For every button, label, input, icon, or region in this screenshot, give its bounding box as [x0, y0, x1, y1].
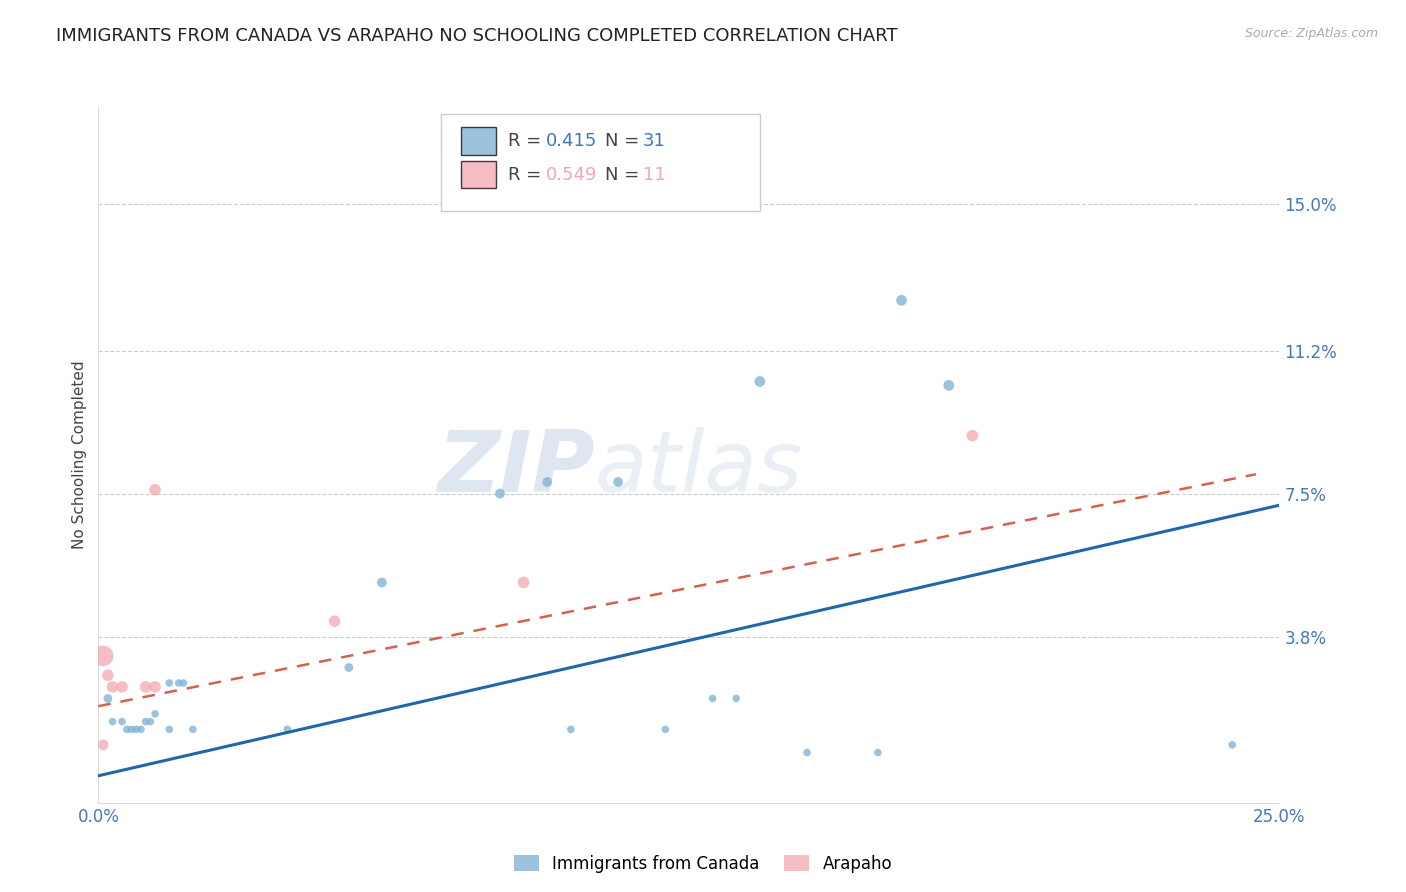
Point — [157, 723, 180, 737]
Point — [607, 475, 630, 489]
Point — [489, 486, 512, 500]
Point — [111, 680, 134, 694]
Point — [91, 738, 114, 752]
Point — [938, 378, 960, 392]
Point — [143, 483, 166, 497]
Point — [890, 293, 912, 308]
Text: N =: N = — [605, 166, 645, 184]
Text: ZIP: ZIP — [437, 427, 595, 510]
Point — [139, 714, 162, 729]
Text: 0.549: 0.549 — [546, 166, 598, 184]
Point — [135, 680, 157, 694]
Point — [512, 575, 534, 590]
Point — [135, 714, 157, 729]
Point — [167, 676, 190, 690]
Text: IMMIGRANTS FROM CANADA VS ARAPAHO NO SCHOOLING COMPLETED CORRELATION CHART: IMMIGRANTS FROM CANADA VS ARAPAHO NO SCH… — [56, 27, 898, 45]
Point — [97, 691, 120, 706]
Point — [337, 660, 360, 674]
Point — [115, 723, 138, 737]
FancyBboxPatch shape — [441, 114, 759, 211]
Point — [181, 723, 204, 737]
Point — [748, 375, 770, 389]
Point — [536, 475, 558, 489]
FancyBboxPatch shape — [461, 128, 496, 155]
Text: atlas: atlas — [595, 427, 803, 510]
Point — [1220, 738, 1243, 752]
Text: 0.415: 0.415 — [546, 132, 598, 150]
Point — [97, 668, 120, 682]
Point — [101, 714, 124, 729]
Point — [371, 575, 394, 590]
Point — [866, 746, 889, 760]
Text: 11: 11 — [643, 166, 665, 184]
Point — [111, 714, 134, 729]
Text: R =: R = — [508, 166, 547, 184]
Point — [962, 428, 984, 442]
Y-axis label: No Schooling Completed: No Schooling Completed — [72, 360, 87, 549]
Text: R =: R = — [508, 132, 547, 150]
Point — [172, 676, 194, 690]
Point — [323, 614, 346, 628]
Legend: Immigrants from Canada, Arapaho: Immigrants from Canada, Arapaho — [508, 848, 898, 880]
Point — [702, 691, 724, 706]
Point — [91, 648, 114, 663]
Point — [157, 676, 180, 690]
Point — [121, 723, 143, 737]
Text: N =: N = — [605, 132, 645, 150]
Text: 31: 31 — [643, 132, 666, 150]
Point — [654, 723, 676, 737]
Point — [129, 723, 152, 737]
Point — [101, 680, 124, 694]
Text: Source: ZipAtlas.com: Source: ZipAtlas.com — [1244, 27, 1378, 40]
Point — [796, 746, 818, 760]
Point — [725, 691, 748, 706]
Point — [560, 723, 582, 737]
Point — [143, 706, 166, 721]
FancyBboxPatch shape — [461, 161, 496, 188]
Point — [143, 680, 166, 694]
Point — [276, 723, 298, 737]
Point — [125, 723, 148, 737]
